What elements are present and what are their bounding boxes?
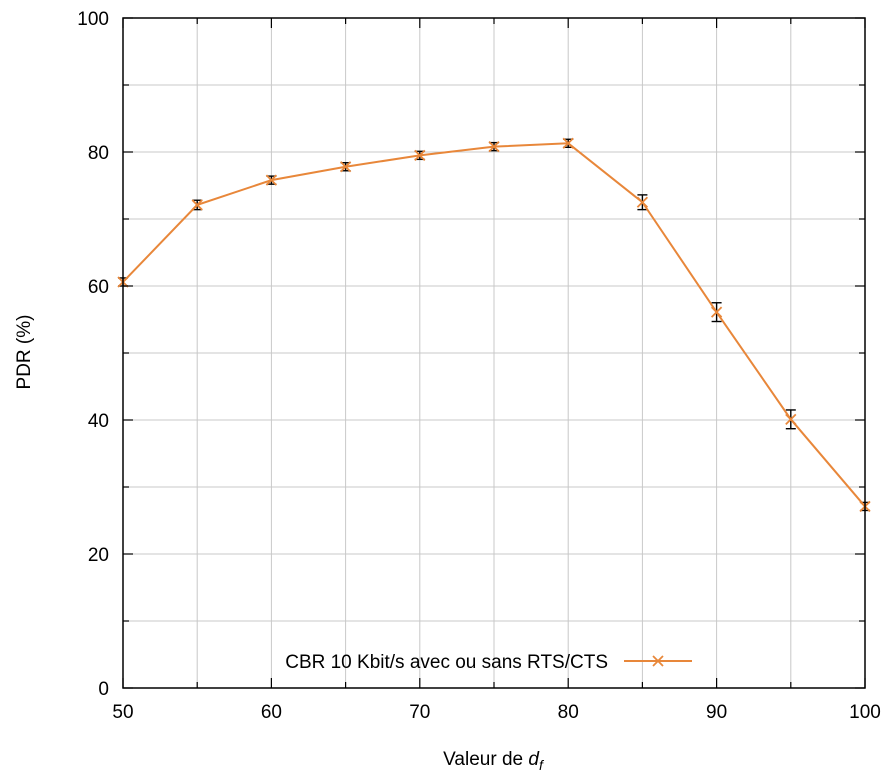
legend-label: CBR 10 Kbit/s avec ou sans RTS/CTS [285,652,608,673]
y-tick-label: 80 [88,143,109,164]
x-tick-label: 90 [706,702,727,723]
y-axis-label: PDR (%) [14,315,35,390]
x-tick-label: 50 [112,702,133,723]
data-point [562,137,574,149]
marker-stroke [652,655,664,667]
x-axis-label-variable: d [528,749,540,770]
marker-stroke [265,174,278,186]
x-tick-label: 70 [409,702,430,723]
axis-ticks [122,17,866,689]
y-tick-label: 0 [98,679,109,700]
y-tick-label: 40 [88,411,109,432]
y-tick-label: 60 [88,277,109,298]
x-axis-label-subscript: f [539,757,545,773]
data-point [265,174,278,186]
marker-stroke [710,306,723,318]
x-tick-label: 60 [261,702,282,723]
grid-lines [123,18,865,688]
x-tick-label: 80 [558,702,579,723]
marker-stroke [562,137,574,149]
data-point [710,306,723,318]
x-tick-label: 100 [849,702,881,723]
legend-marker [652,655,664,667]
marker-stroke [785,413,797,425]
marker-stroke [636,196,649,208]
legend: CBR 10 Kbit/s avec ou sans RTS/CTS [285,652,692,673]
marker-stroke [488,141,500,153]
x-axis-label: Valeur de df [443,749,545,773]
data-point [636,196,649,208]
tick-labels: 50 60 70 80 90 100 0 20 40 60 80 100 [77,9,881,723]
marker-stroke [414,149,426,161]
y-tick-label: 100 [77,9,109,30]
data-point [191,199,203,211]
data-point [488,141,500,153]
x-axis-label-text: Valeur de [443,749,528,770]
data-point [785,413,797,425]
data-point [339,161,352,173]
marker-stroke [339,161,352,173]
legend-marker-cross [652,655,664,667]
data-point [414,149,426,161]
marker-stroke [191,199,203,211]
plot-marks [117,137,871,513]
y-tick-label: 20 [88,545,109,566]
